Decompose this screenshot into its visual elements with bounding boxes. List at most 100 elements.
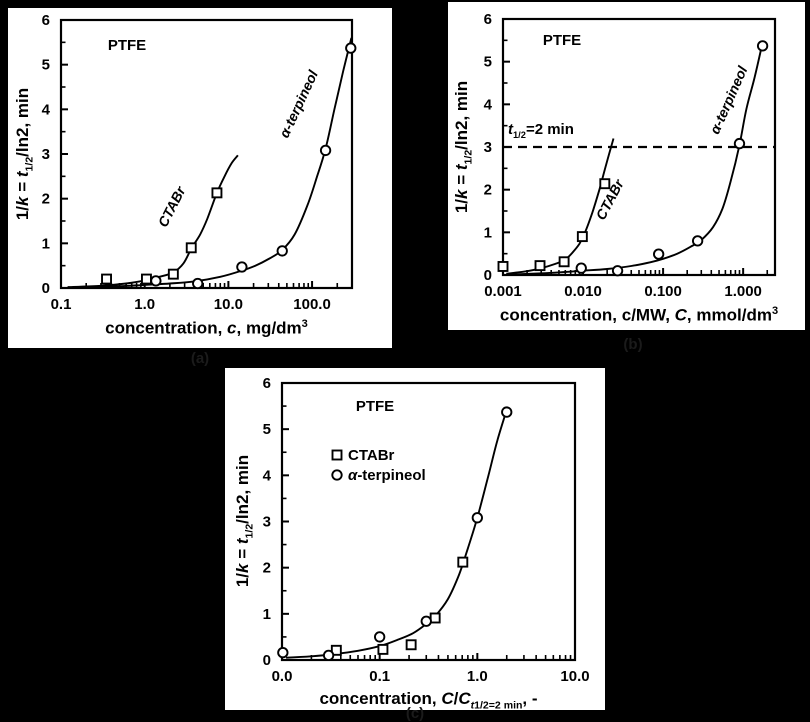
label-part: 1/2	[462, 149, 475, 165]
label-part: =	[13, 177, 33, 197]
label-part: C	[458, 689, 471, 708]
x-tick-label: 100.0	[293, 296, 331, 313]
x-axis-label: concentration, c/MW, C, mmol/dm3	[500, 305, 778, 325]
data-point-circle	[236, 261, 248, 273]
plot-frame	[59, 18, 354, 290]
chart-svg-a: 0.1 1.0 10.0 100.0 0 1 2 3 4 5 6 CTABr α-terpineol PT…	[42, 12, 357, 313]
data-point-circle	[150, 275, 162, 287]
y-tick-label: 0	[263, 652, 271, 669]
series-label: CTABr	[155, 182, 190, 229]
data-point-square	[429, 612, 441, 624]
chart-panel-c: 0.0 0.1 1.0 10.0 0 1 2 3 4 5 6 PTFE CTABr α-terpineol…	[225, 368, 605, 712]
y-tick-label: 6	[42, 12, 50, 29]
data-point-square	[330, 644, 342, 656]
label-part: C	[674, 305, 687, 325]
data-point-square	[211, 187, 223, 199]
data-point-circle	[345, 42, 357, 54]
data-point-square	[576, 231, 588, 243]
label-part: 1/	[13, 205, 33, 221]
y-tick-label: 3	[263, 514, 271, 531]
y-tick-label: 4	[484, 96, 493, 113]
fit-curve-square	[67, 154, 239, 289]
chart-panel-b: 0.001 0.010 0.100 1.000 0 1 2 3 4 5 6 CTABr α-terpin…	[448, 2, 805, 330]
label-part: 1/2	[243, 523, 256, 539]
y-axis-label: 1/k = t1/2/ln2, min	[13, 87, 36, 221]
x-tick-label: 1.0	[134, 296, 155, 313]
data-point-circle	[501, 406, 513, 418]
x-tick-label: 1.0	[467, 668, 488, 685]
y-axis-label: 1/k = t1/2/ln2, min	[233, 455, 256, 588]
chart-panel-a: 0.1 1.0 10.0 100.0 0 1 2 3 4 5 6 CTABr α-terpineol PT…	[8, 8, 392, 348]
data-point-square	[599, 178, 611, 190]
y-tick-label: 5	[263, 421, 271, 438]
caption-a: (a)	[190, 350, 210, 367]
legend-label-part: α	[348, 467, 358, 484]
label-part: C	[441, 689, 454, 708]
chart-title: PTFE	[108, 37, 146, 54]
legend-label-part: -terpineol	[357, 467, 425, 484]
label-part: concentration,	[319, 689, 442, 708]
label-part: concentration, c/MW,	[499, 305, 675, 325]
y-tick-label: 5	[42, 57, 50, 74]
y-tick-label: 5	[484, 54, 492, 71]
caption-b: (b)	[623, 336, 643, 353]
data-point-square	[101, 273, 112, 285]
label-part: 1/2	[23, 156, 36, 172]
y-tick-label: 6	[484, 11, 492, 28]
x-tick-label: 1.000	[724, 283, 762, 300]
legend-marker-circle	[331, 469, 343, 481]
chart-title: PTFE	[543, 32, 581, 49]
plot-frame	[280, 381, 577, 662]
label-part: k	[233, 563, 253, 573]
label-part: 3	[301, 318, 308, 330]
label-part: t	[452, 164, 472, 171]
label-part: k	[452, 189, 472, 199]
x-tick-label: 10.0	[560, 668, 589, 685]
data-point-square	[141, 273, 152, 285]
x-axis-label: concentration, c, mg/dm3	[105, 318, 308, 338]
x-axis-label: concentration, C/Ct1/2=2 min, -	[319, 689, 537, 712]
label-part: , mmol/dm	[686, 305, 772, 325]
legend-label: α-terpineol	[348, 467, 426, 484]
label-part: 3	[771, 305, 779, 317]
chart-svg-c: 0.0 0.1 1.0 10.0 0 1 2 3 4 5 6 PTFE CTABr α-terpineol	[263, 375, 590, 685]
data-point-circle	[611, 265, 624, 277]
ref-line-label: t1/2=2 min	[508, 121, 574, 140]
data-point-circle	[192, 277, 204, 290]
fit-curve-circle	[506, 42, 764, 276]
y-axis-label: 1/k = t1/2/ln2, min	[452, 81, 475, 214]
label-part: , mg/dm	[236, 318, 302, 338]
label-part: t	[470, 699, 475, 712]
x-tick-label: 0.0	[272, 668, 293, 685]
label-part: =	[233, 544, 253, 564]
label-part: t	[13, 171, 33, 178]
y-tick-label: 1	[263, 606, 271, 623]
label-part: 1/	[452, 198, 472, 214]
y-tick-label: 2	[42, 191, 50, 208]
data-point-circle	[653, 248, 665, 260]
legend-label-part: CTABr	[348, 447, 395, 464]
data-point-square	[497, 261, 509, 272]
label-part: t	[233, 538, 253, 545]
y-tick-label: 1	[42, 235, 50, 252]
y-tick-label: 6	[263, 375, 271, 392]
label-part: 1/	[233, 572, 253, 588]
data-point-circle	[575, 262, 587, 274]
data-point-square	[405, 639, 417, 651]
x-tick-label: 0.1	[51, 296, 72, 313]
data-point-square	[185, 242, 197, 254]
label-part: /ln2, min	[13, 87, 33, 157]
data-point-circle	[691, 235, 704, 247]
legend-label: CTABr	[348, 447, 395, 464]
data-point-circle	[277, 646, 289, 659]
data-point-circle	[276, 245, 288, 257]
chart-svg-b: 0.001 0.010 0.100 1.000 0 1 2 3 4 5 6 CTABr α-terpin…	[484, 11, 777, 300]
y-tick-label: 1	[484, 224, 492, 241]
label-part: c	[227, 318, 237, 338]
label-part: 1/2	[513, 130, 526, 140]
data-point-circle	[322, 649, 335, 662]
data-point-circle	[374, 631, 386, 643]
x-tick-label: 0.010	[564, 283, 602, 300]
data-point-square	[167, 268, 179, 280]
y-tick-label: 4	[263, 467, 272, 484]
